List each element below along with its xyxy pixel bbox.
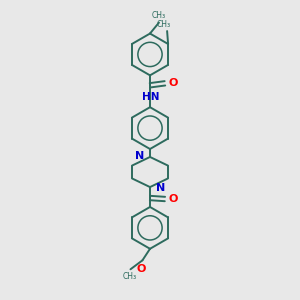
- Text: O: O: [136, 264, 146, 274]
- Text: HN: HN: [142, 92, 159, 102]
- Text: CH₃: CH₃: [122, 272, 136, 281]
- Text: N: N: [135, 151, 144, 161]
- Text: O: O: [169, 194, 178, 204]
- Text: CH₃: CH₃: [157, 20, 171, 29]
- Text: O: O: [169, 78, 178, 88]
- Text: CH₃: CH₃: [152, 11, 166, 20]
- Text: N: N: [156, 183, 165, 193]
